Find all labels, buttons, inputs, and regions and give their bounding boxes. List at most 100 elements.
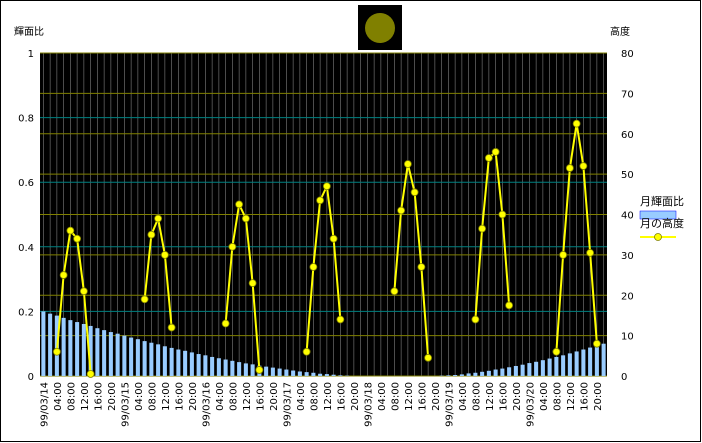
bar	[115, 333, 120, 376]
bar	[304, 372, 309, 376]
x-tick-label: 08:00	[228, 382, 239, 411]
bar	[68, 320, 73, 376]
bar	[270, 367, 275, 376]
y-tick-label: 0.2	[18, 307, 34, 318]
x-tick-label: 04:00	[134, 382, 145, 411]
bar	[210, 356, 215, 376]
bar	[291, 370, 296, 376]
x-tick-label: 08:00	[147, 382, 158, 411]
point	[424, 353, 433, 362]
bar	[61, 317, 66, 376]
bar	[527, 363, 532, 376]
point	[586, 248, 595, 257]
bar	[216, 358, 221, 376]
x-tick-label: 16:00	[93, 382, 104, 411]
x-tick-label: 08:00	[309, 382, 320, 411]
y-tick-label: 0.4	[18, 243, 34, 254]
bar	[554, 356, 559, 376]
x-tick-label: 12:00	[566, 382, 577, 411]
point	[241, 214, 250, 223]
y2-tick-label: 40	[621, 211, 634, 222]
x-tick-label: 20:00	[593, 382, 604, 411]
x-tick-label: 99/03/17	[282, 382, 293, 427]
bar	[500, 368, 505, 376]
bar	[520, 364, 525, 376]
bar	[176, 349, 181, 376]
point	[471, 315, 480, 324]
point	[403, 160, 412, 168]
bar	[574, 351, 579, 376]
point	[255, 366, 264, 374]
bar	[480, 371, 485, 376]
point	[316, 196, 325, 205]
bar	[189, 352, 194, 376]
bar	[594, 345, 599, 376]
x-tick-label: 12:00	[323, 382, 334, 411]
point	[79, 287, 88, 296]
x-tick-label: 16:00	[255, 382, 266, 411]
bar	[466, 373, 471, 376]
x-tick-label: 12:00	[80, 382, 91, 411]
legend-label: 月輝面比	[640, 195, 684, 208]
bar	[513, 365, 518, 376]
x-tick-label: 12:00	[404, 382, 415, 411]
point	[329, 234, 338, 243]
bar	[459, 374, 464, 376]
bar	[284, 369, 289, 376]
bar	[122, 335, 127, 376]
bar	[561, 355, 566, 376]
point	[59, 271, 68, 279]
x-tick-label: 99/03/16	[201, 382, 212, 427]
y2-tick-label: 70	[621, 89, 634, 100]
y2-tick-label: 50	[621, 170, 634, 181]
point	[505, 301, 514, 310]
point	[248, 279, 257, 288]
x-tick-label: 04:00	[539, 382, 550, 411]
point	[397, 206, 406, 215]
point	[592, 339, 601, 348]
y-axis-label: 輝面比	[14, 26, 44, 38]
x-tick-label: 16:00	[579, 382, 590, 411]
x-tick-label: 99/03/18	[363, 382, 374, 427]
x-tick-label: 99/03/19	[444, 382, 455, 427]
y2-tick-label: 80	[621, 49, 634, 60]
point	[322, 182, 331, 191]
x-tick-label: 20:00	[350, 382, 361, 411]
point	[73, 234, 82, 243]
bar	[446, 375, 451, 376]
x-tick-label: 99/03/14	[39, 382, 50, 427]
bar	[243, 363, 248, 376]
bar	[581, 349, 586, 376]
x-tick-label: 08:00	[390, 382, 401, 411]
point	[336, 315, 345, 324]
bar	[473, 372, 478, 376]
bar	[237, 362, 242, 376]
point	[579, 162, 588, 170]
x-tick-label: 08:00	[471, 382, 482, 411]
point	[228, 242, 237, 251]
bar	[453, 375, 458, 376]
bar	[318, 373, 323, 376]
bar	[311, 372, 316, 376]
bar	[135, 339, 140, 376]
bar	[486, 370, 491, 376]
x-tick-label: 04:00	[296, 382, 307, 411]
x-tick-label: 99/03/15	[120, 382, 131, 427]
bar	[534, 361, 539, 376]
bar	[230, 360, 235, 376]
bar	[601, 343, 606, 376]
point	[565, 164, 574, 172]
bar	[95, 328, 100, 376]
bar	[507, 367, 512, 376]
point	[302, 347, 311, 356]
x-tick-label: 20:00	[188, 382, 199, 411]
bar	[223, 359, 228, 376]
y2-tick-label: 0	[621, 372, 627, 383]
point	[154, 214, 163, 223]
point	[140, 295, 149, 304]
bar	[142, 341, 147, 376]
y2-tick-label: 10	[621, 332, 634, 343]
point	[484, 154, 493, 162]
x-tick-label: 16:00	[174, 382, 185, 411]
